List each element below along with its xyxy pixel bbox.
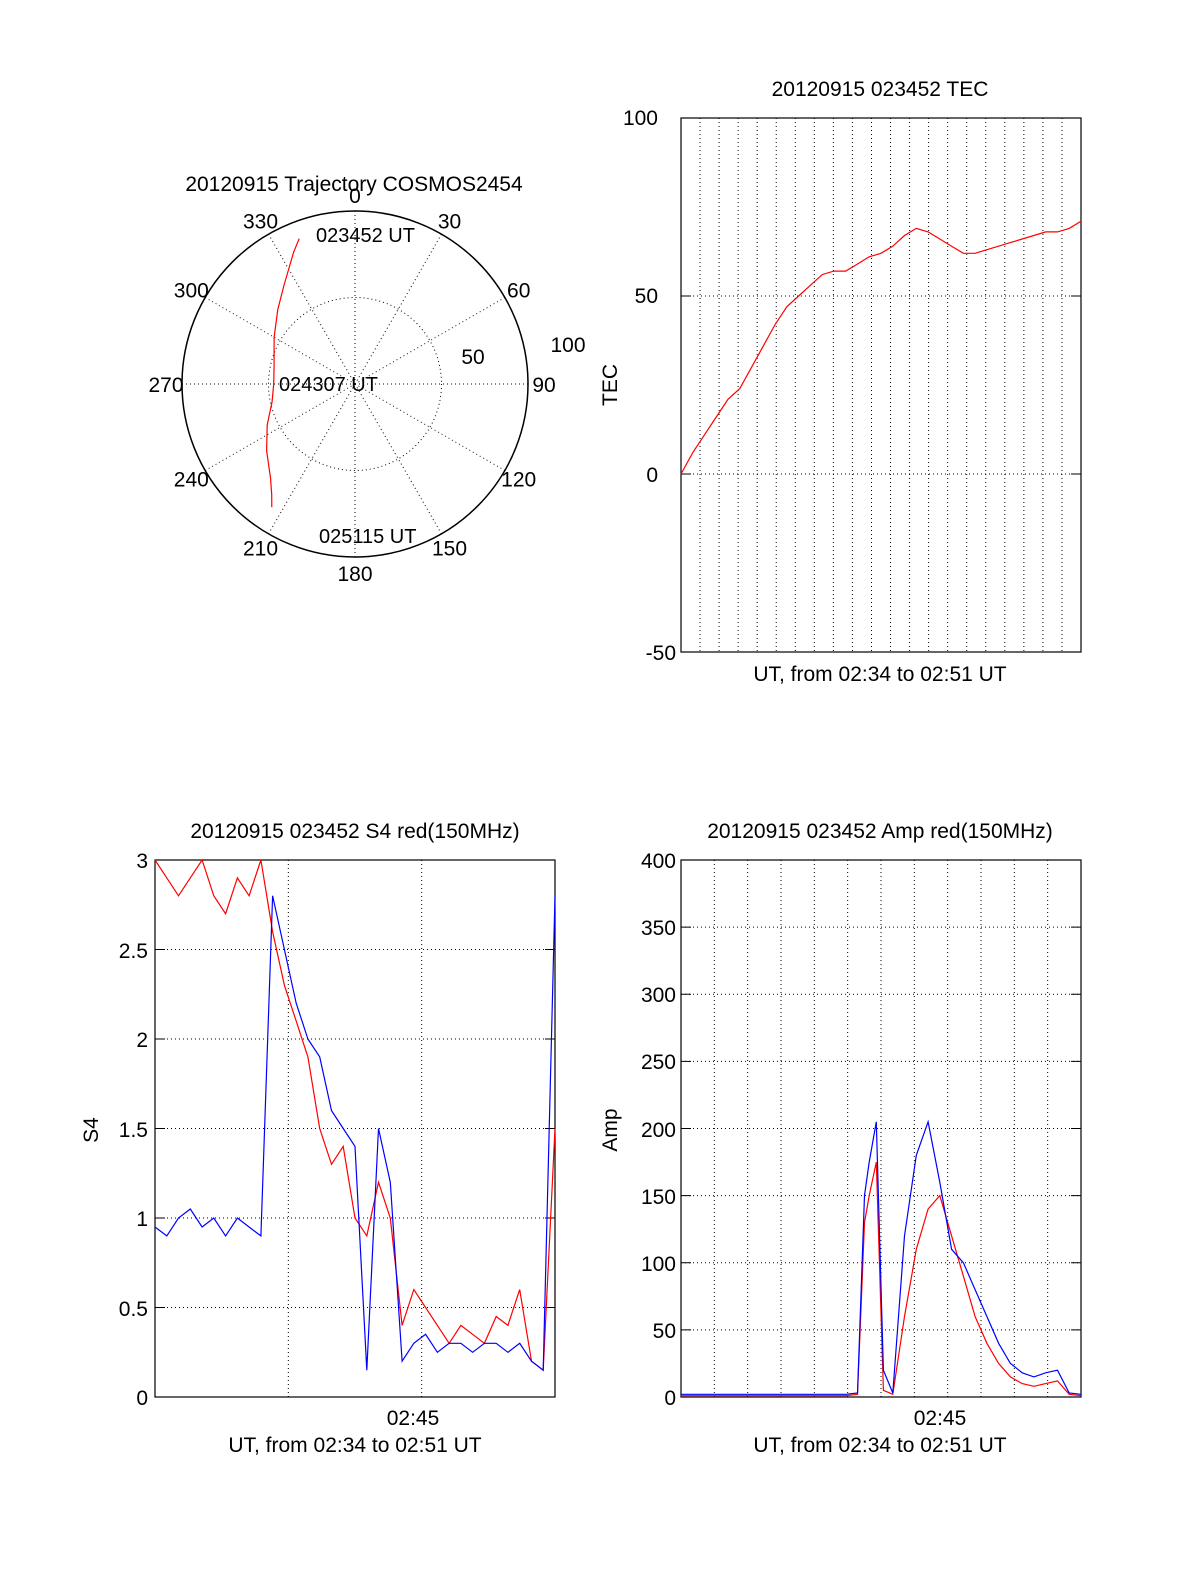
polar-radial-label-50: 50 bbox=[461, 346, 484, 369]
amp-red-series-line bbox=[681, 1161, 1082, 1397]
s4-ytick-1-5: 1.5 bbox=[119, 1119, 148, 1142]
amp-xlabel: UT, from 02:34 to 02:51 UT bbox=[753, 1434, 1006, 1457]
polar-angle-label-270: 270 bbox=[148, 374, 183, 397]
amp-ytick-200: 200 bbox=[641, 1119, 676, 1142]
polar-angle-label-0: 0 bbox=[349, 185, 361, 208]
amp-ytick-100: 100 bbox=[641, 1253, 676, 1276]
polar-radial-label-100: 100 bbox=[550, 334, 585, 357]
amp-ylabel: Amp bbox=[599, 1108, 622, 1151]
polar-spoke-30 bbox=[354, 233, 442, 385]
amp-ytick-0: 0 bbox=[664, 1387, 676, 1410]
polar-panel: 20120915 Trajectory COSMOS2454 0 30 60 9… bbox=[148, 173, 585, 586]
polar-angle-label-180: 180 bbox=[337, 563, 372, 586]
amp-ytick-300: 300 bbox=[641, 984, 676, 1007]
polar-angle-label-330: 330 bbox=[243, 210, 278, 233]
s4-title: 20120915 023452 S4 red(150MHz) bbox=[190, 820, 519, 843]
polar-spoke-330 bbox=[268, 233, 356, 385]
s4-blue-series-line bbox=[154, 895, 556, 1372]
polar-angle-label-240: 240 bbox=[174, 469, 209, 492]
amp-ytick-150: 150 bbox=[641, 1186, 676, 1209]
tec-xlabel: UT, from 02:34 to 02:51 UT bbox=[753, 663, 1006, 686]
polar-angle-label-30: 30 bbox=[438, 210, 461, 233]
polar-spoke-150 bbox=[354, 383, 442, 535]
polar-angle-label-90: 90 bbox=[532, 374, 555, 397]
polar-angle-label-60: 60 bbox=[507, 280, 530, 303]
amp-ytick-350: 350 bbox=[641, 917, 676, 940]
polar-spoke-240 bbox=[204, 383, 356, 471]
amp-title: 20120915 023452 Amp red(150MHz) bbox=[707, 820, 1053, 843]
amp-panel: 20120915 023452 Amp red(150MHz) 400 350 … bbox=[599, 820, 1082, 1457]
tec-ytick-50: 50 bbox=[635, 285, 658, 308]
s4-ytick-1: 1 bbox=[136, 1208, 148, 1231]
amp-plot-frame bbox=[680, 859, 1082, 1398]
s4-panel: 20120915 023452 S4 red(150MHz) 3 2.5 2 1… bbox=[80, 820, 556, 1457]
tec-plot-frame bbox=[680, 117, 1082, 653]
amp-ytick-400: 400 bbox=[641, 850, 676, 873]
polar-spoke-300 bbox=[204, 297, 356, 385]
polar-angle-label-150: 150 bbox=[432, 538, 467, 561]
tec-ytick-0: 0 bbox=[646, 464, 658, 487]
s4-ytick-0: 0 bbox=[136, 1387, 148, 1410]
tec-grid bbox=[681, 117, 1081, 653]
polar-title: 20120915 Trajectory COSMOS2454 bbox=[185, 173, 523, 196]
polar-angle-label-120: 120 bbox=[501, 469, 536, 492]
amp-xtick: 02:45 bbox=[914, 1407, 967, 1430]
polar-start-time: 023452 UT bbox=[316, 225, 415, 247]
polar-mid-time: 024307 UT bbox=[279, 374, 378, 396]
amp-ytick-250: 250 bbox=[641, 1051, 676, 1074]
tec-series-line bbox=[680, 220, 1082, 475]
s4-ytick-3: 3 bbox=[136, 850, 148, 873]
s4-xtick: 02:45 bbox=[387, 1407, 440, 1430]
s4-grid bbox=[155, 859, 555, 1398]
polar-inner-circle bbox=[268, 297, 442, 471]
s4-red-series-line bbox=[154, 858, 556, 1372]
polar-angle-label-300: 300 bbox=[174, 280, 209, 303]
s4-ytick-2-5: 2.5 bbox=[119, 940, 148, 963]
polar-spoke-210 bbox=[268, 383, 356, 535]
tec-ytick-100: 100 bbox=[623, 107, 658, 130]
s4-ytick-0-5: 0.5 bbox=[119, 1298, 148, 1321]
polar-trajectory-line bbox=[265, 238, 300, 508]
s4-xlabel: UT, from 02:34 to 02:51 UT bbox=[228, 1434, 481, 1457]
tec-ylabel: TEC bbox=[599, 364, 622, 406]
polar-end-time: 025115 UT bbox=[319, 526, 416, 548]
amp-ytick-50: 50 bbox=[653, 1320, 676, 1343]
tec-ytick-minus50: -50 bbox=[646, 642, 676, 665]
polar-angle-label-210: 210 bbox=[243, 538, 278, 561]
s4-ylabel: S4 bbox=[80, 1117, 103, 1143]
polar-grid bbox=[181, 210, 529, 558]
tec-panel: 20120915 023452 TEC 100 50 0 -50 TEC UT,… bbox=[599, 78, 1082, 686]
tec-title: 20120915 023452 TEC bbox=[772, 78, 989, 101]
polar-spoke-60 bbox=[354, 297, 506, 385]
s4-ytick-2: 2 bbox=[136, 1029, 148, 1052]
amp-blue-series-line bbox=[681, 1119, 1082, 1395]
polar-spoke-120 bbox=[354, 383, 506, 471]
